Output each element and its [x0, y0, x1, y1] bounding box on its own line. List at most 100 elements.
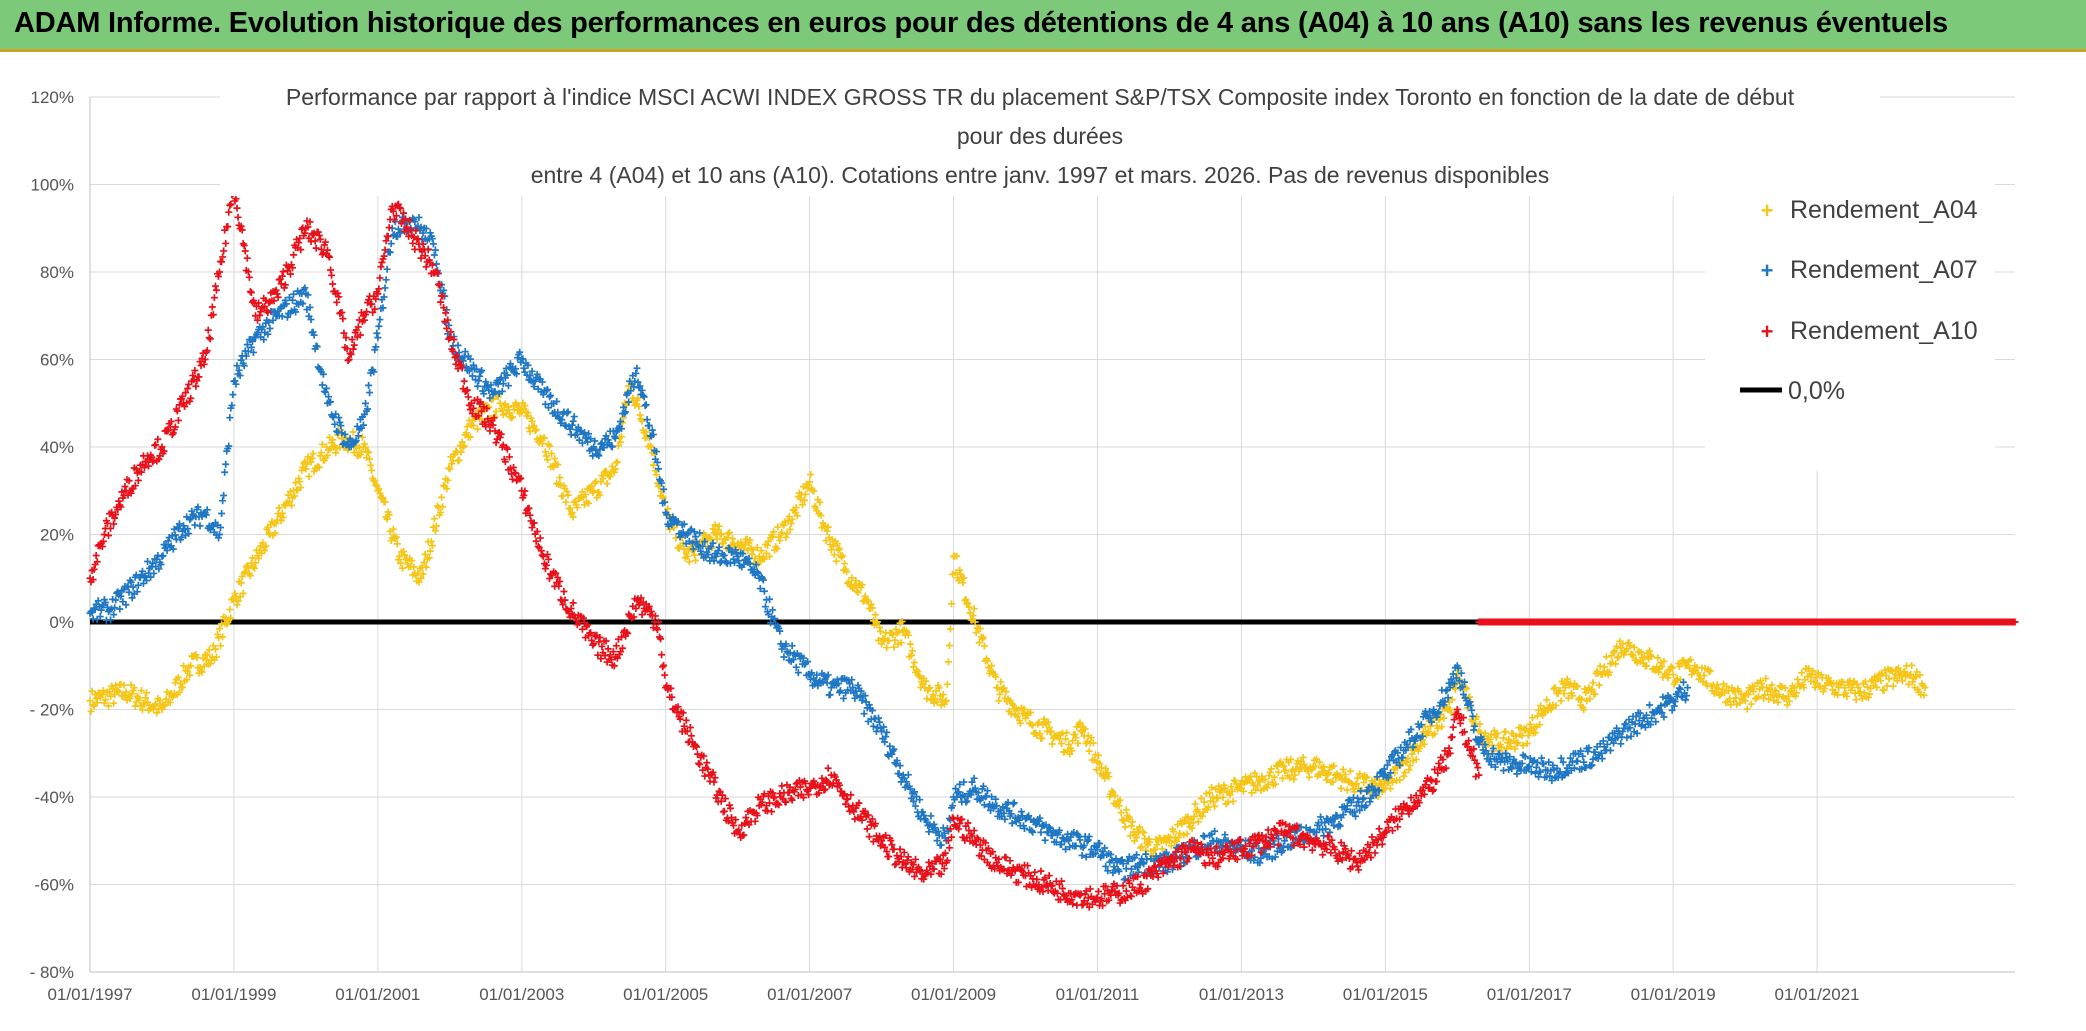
point-rendement-a04	[1188, 824, 1196, 832]
point-rendement-a04	[1805, 665, 1813, 673]
point-rendement-a07	[116, 605, 124, 613]
point-rendement-a04	[1873, 683, 1881, 691]
point-rendement-a04	[367, 461, 375, 469]
point-rendement-a04	[87, 707, 95, 715]
point-rendement-a07	[143, 576, 151, 584]
point-rendement-a04	[1376, 780, 1384, 788]
point-rendement-a04	[216, 625, 224, 633]
point-rendement-a04	[444, 476, 452, 484]
point-rendement-a04	[1550, 685, 1558, 693]
point-rendement-a04	[375, 485, 383, 493]
point-rendement-a04	[1580, 706, 1588, 714]
point-rendement-a04	[317, 449, 325, 457]
point-rendement-a04	[206, 660, 214, 668]
point-rendement-a04	[782, 533, 790, 541]
point-rendement-a04	[1282, 766, 1290, 774]
point-rendement-a07	[203, 506, 211, 514]
point-rendement-a04	[562, 498, 570, 506]
point-rendement-a07	[225, 442, 233, 450]
point-rendement-a04	[420, 559, 428, 567]
point-rendement-a04	[1401, 769, 1409, 777]
point-rendement-a04	[922, 677, 930, 685]
point-rendement-a04	[603, 480, 611, 488]
point-rendement-a04	[1905, 680, 1913, 688]
point-rendement-a04	[1248, 789, 1256, 797]
point-rendement-a04	[426, 547, 434, 555]
point-rendement-a04	[1020, 705, 1028, 713]
point-rendement-a04	[1128, 818, 1136, 826]
point-rendement-a04	[1755, 693, 1762, 701]
point-rendement-a04	[1343, 786, 1351, 794]
point-rendement-a04	[1637, 648, 1645, 656]
point-rendement-a04	[1400, 772, 1408, 780]
point-rendement-a04	[1027, 708, 1035, 716]
x-tick-label: 01/01/2003	[479, 985, 564, 1004]
point-rendement-a04	[236, 593, 244, 601]
point-rendement-a04	[1136, 823, 1144, 831]
point-rendement-a04	[995, 697, 1003, 705]
point-rendement-a04	[1556, 687, 1564, 695]
point-rendement-a04	[261, 546, 269, 554]
point-rendement-a04	[1647, 651, 1655, 659]
point-rendement-a04	[740, 544, 748, 552]
point-rendement-a04	[1434, 724, 1442, 732]
point-rendement-a04	[1531, 729, 1539, 737]
point-rendement-a07	[226, 414, 234, 422]
point-rendement-a04	[1200, 798, 1208, 806]
y-tick-label: 120%	[31, 88, 74, 107]
point-rendement-a04	[1352, 781, 1360, 789]
point-rendement-a04	[110, 699, 118, 707]
point-rendement-a04	[1602, 653, 1610, 661]
point-rendement-a04	[1883, 682, 1891, 690]
point-rendement-a04	[1713, 681, 1721, 689]
point-rendement-a04	[569, 513, 577, 521]
point-rendement-a04	[474, 425, 482, 433]
point-rendement-a04	[939, 690, 947, 698]
point-rendement-a04	[1255, 777, 1263, 785]
point-rendement-a04	[1404, 754, 1412, 762]
point-rendement-a04	[692, 556, 700, 564]
point-rendement-a07	[269, 316, 277, 324]
point-rendement-a04	[1104, 769, 1112, 777]
point-rendement-a04	[947, 600, 955, 608]
report-banner: ADAM Informe. Evolution historique des p…	[0, 0, 2086, 52]
point-rendement-a04	[530, 422, 538, 430]
point-rendement-a07	[97, 606, 105, 614]
point-rendement-a07	[196, 522, 204, 530]
point-rendement-a04	[1337, 784, 1345, 792]
point-rendement-a04	[205, 646, 213, 654]
point-rendement-a04	[1036, 730, 1044, 738]
point-rendement-a04	[105, 702, 113, 710]
point-rendement-a04	[250, 564, 258, 572]
point-rendement-a04	[824, 523, 832, 531]
point-rendement-a04	[760, 555, 768, 563]
point-rendement-a04	[1793, 689, 1801, 697]
data-points	[86, 181, 2019, 911]
point-rendement-a04	[92, 695, 100, 703]
point-rendement-a04	[1330, 762, 1338, 770]
point-rendement-a04	[959, 579, 967, 587]
point-rendement-a04	[459, 443, 467, 451]
point-rendement-a04	[1425, 727, 1432, 735]
point-rendement-a04	[952, 569, 960, 577]
point-rendement-a04	[1062, 735, 1070, 743]
point-rendement-a04	[816, 498, 824, 506]
point-rendement-a04	[953, 552, 961, 560]
point-rendement-a04	[466, 433, 474, 441]
point-rendement-a04	[823, 527, 831, 535]
point-rendement-a04	[542, 452, 550, 460]
point-rendement-a04	[1431, 730, 1439, 738]
point-rendement-a04	[729, 535, 737, 543]
point-rendement-a04	[460, 442, 468, 450]
point-rendement-a07	[266, 324, 274, 332]
point-rendement-a04	[1068, 747, 1076, 755]
point-rendement-a04	[926, 684, 934, 692]
point-rendement-a04	[614, 442, 622, 450]
point-rendement-a04	[996, 690, 1004, 698]
point-rendement-a04	[890, 643, 898, 651]
point-rendement-a04	[1660, 657, 1668, 665]
point-rendement-a07	[247, 343, 255, 351]
point-rendement-a04	[1360, 778, 1368, 786]
point-rendement-a04	[1770, 697, 1778, 705]
point-rendement-a07	[248, 337, 256, 345]
